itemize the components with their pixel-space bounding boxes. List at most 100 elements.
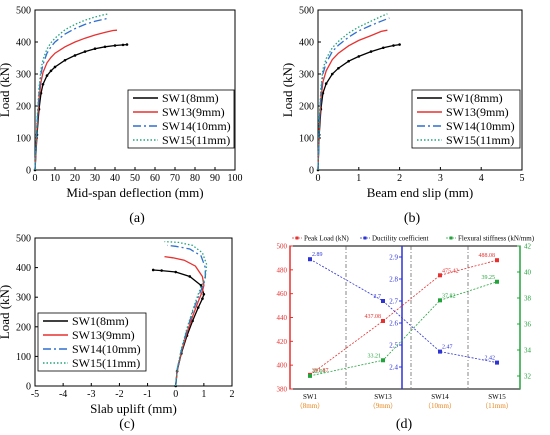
c-series-1-point — [202, 292, 206, 296]
d-series-line-2 — [309, 258, 498, 363]
b-x-tick-label: 1 — [356, 173, 361, 184]
d-left-tick-label: 380 — [277, 386, 288, 394]
c-series-1-point — [199, 284, 203, 287]
d-left-tick-label: 420 — [277, 338, 288, 346]
d-series-2-marker — [381, 299, 385, 303]
d-series-2-marker — [495, 360, 499, 365]
a-x-tick-label: 0 — [33, 173, 38, 184]
c-x-tick-label: 1 — [201, 389, 206, 400]
c-series-1-point — [174, 270, 178, 274]
b-y-tick-label: 300 — [299, 70, 314, 81]
c-plot-frame — [34, 237, 233, 387]
b-legend-label-4: SW15(11mm) — [446, 133, 514, 147]
d-series-3-data-label: 39.25 — [482, 275, 496, 281]
b-legend-label-1: SW1(8mm) — [446, 91, 503, 105]
d-series-3-data-label: 32.01 — [312, 369, 326, 375]
c-x-tick-label: -5 — [31, 389, 39, 400]
c-x-tick-label: 2 — [230, 389, 235, 400]
d-series-3-marker — [495, 279, 499, 284]
a-series-1-point — [41, 82, 45, 86]
b-series-1-point — [347, 59, 350, 63]
a-y-tick-label: 300 — [16, 70, 31, 81]
a-y-tick-label: 400 — [16, 38, 31, 49]
d-category-sublabel: （8mm） — [296, 402, 324, 410]
d-series-1-data-label: 488.08 — [479, 253, 496, 259]
b-series-1-point — [392, 44, 395, 47]
d-series-1-data-label: 391.87 — [312, 368, 329, 374]
a-x-tick-label: 100 — [228, 173, 243, 184]
d-category-sublabel: （10mm） — [424, 402, 456, 410]
d-middle-tick-label: 2.5 — [389, 342, 398, 350]
c-legend-label-1: SW1(8mm) — [72, 314, 129, 328]
panel-a-chart: 0 10 20 30 40 50 60 70 80 90 100 0 100 200 300 400 500 Mi… — [0, 6, 243, 201]
d-right-tick-label: 34 — [524, 347, 532, 355]
d-series-3-marker — [308, 373, 312, 378]
b-series-line-2 — [317, 29, 388, 171]
b-series-1-point — [330, 72, 334, 76]
d-series-2-data-label: 2.89 — [312, 252, 323, 258]
a-series-line-2 — [34, 29, 118, 171]
d-series-3-data-label: 33.21 — [368, 353, 382, 359]
a-y-tick-label: 500 — [16, 6, 31, 17]
c-y-axis-title: Load (kN) — [0, 285, 12, 340]
c-x-axis-title: Slab uplift (mm) — [90, 401, 177, 416]
a-x-tick-label: 20 — [70, 173, 80, 184]
c-x-tick-label: -3 — [87, 389, 95, 400]
b-series-1-point — [357, 55, 361, 58]
c-y-tick-label: 300 — [16, 293, 31, 304]
a-series-1-point — [49, 69, 53, 73]
d-series-1-marker — [381, 318, 385, 323]
d-series-2-marker — [308, 257, 312, 262]
d-series-1-data-label: 475.42 — [442, 268, 459, 274]
d-middle-tick-label: 2.7 — [389, 298, 398, 306]
a-legend-label-4: SW15(11mm) — [162, 133, 230, 147]
d-legend-marker-1 — [295, 236, 299, 240]
d-series-3-data-label: 37.82 — [442, 293, 456, 299]
panel-label-d: (d) — [396, 417, 413, 432]
c-y-tick-label: 100 — [16, 352, 31, 363]
d-legend-marker-2 — [363, 236, 367, 240]
a-x-tick-label: 50 — [130, 173, 140, 184]
a-y-tick-label: 200 — [16, 102, 31, 113]
panel-d-chart: 380 400 420 440 460 480 500 2.4 2.5 2.6 2.7 2.8 2.9 3… — [277, 235, 535, 411]
d-category-sublabel: （11mm） — [481, 402, 513, 410]
d-middle-tick-label: 2.8 — [389, 276, 398, 284]
b-legend-label-2: SW13(9mm) — [446, 105, 509, 119]
b-x-tick-label: 4 — [479, 173, 484, 184]
d-series-3-marker — [438, 298, 442, 303]
d-legend-label-3: Flexural stiffness (kN/mm) — [458, 235, 535, 243]
b-y-tick-label: 200 — [299, 102, 314, 113]
a-x-tick-label: 30 — [90, 173, 100, 184]
a-x-tick-label: 10 — [50, 173, 60, 184]
b-y-tick-label: 400 — [299, 38, 314, 49]
b-series-line-3 — [317, 17, 390, 171]
d-left-tick-label: 500 — [277, 243, 288, 251]
c-series-line-1 — [153, 269, 205, 387]
d-middle-tick-label: 2.6 — [389, 320, 398, 328]
c-y-tick-label: 0 — [26, 382, 31, 393]
d-category-label: SW14 — [431, 393, 449, 401]
c-x-tick-label: -2 — [115, 389, 123, 400]
c-x-tick-label: -4 — [59, 389, 67, 400]
d-right-tick-label: 40 — [524, 269, 532, 277]
d-left-tick-label: 480 — [277, 266, 288, 274]
d-legend-marker-3 — [449, 236, 453, 240]
panel-label-c: (c) — [119, 417, 135, 432]
a-series-line-4 — [34, 13, 110, 171]
c-legend-box — [37, 312, 147, 372]
c-y-tick-label: 200 — [16, 322, 31, 333]
c-series-1-point — [201, 297, 204, 300]
d-legend-label-1: Peak Load (kN) — [304, 235, 349, 243]
b-series-1-point — [398, 43, 401, 46]
a-series-1-point — [121, 43, 125, 47]
d-right-tick-label: 38 — [524, 295, 532, 303]
d-left-tick-label: 440 — [277, 314, 288, 322]
c-series-1-point — [160, 269, 163, 272]
c-legend-label-4: SW15(11mm) — [72, 356, 140, 370]
b-series-1-point — [324, 82, 328, 85]
a-series-line-3 — [34, 17, 110, 171]
b-x-tick-label: 5 — [520, 173, 525, 184]
c-y-tick-label: 500 — [16, 234, 31, 245]
a-x-tick-label: 80 — [190, 173, 200, 184]
d-series-2-data-label: 2.42 — [485, 356, 496, 362]
